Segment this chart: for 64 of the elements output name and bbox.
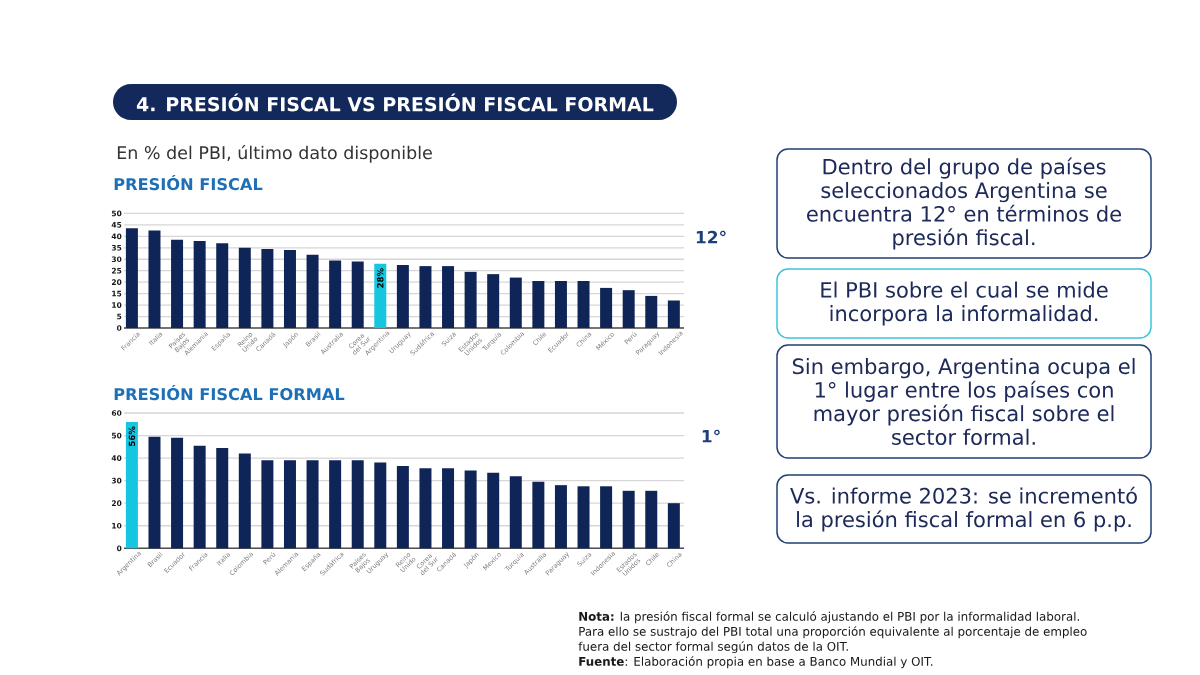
bar	[667, 503, 680, 549]
bar	[238, 247, 251, 328]
bar	[487, 472, 500, 549]
bar	[396, 465, 409, 549]
bar	[509, 476, 522, 549]
bar	[193, 445, 206, 549]
bar	[419, 468, 432, 549]
text: Fuente: Elaboración propia en base a Banco Mundial y OIT.	[579, 656, 933, 669]
bar	[464, 271, 477, 328]
bar	[554, 485, 567, 549]
bar	[442, 468, 455, 549]
bar	[622, 290, 635, 328]
bar	[261, 248, 274, 328]
text: 1°	[702, 429, 720, 443]
text: Sin embargo, Argentina ocupa el 1° lugar entre los países con mayor presión fiscal sobre el sector formal.	[792, 357, 1135, 446]
bar	[532, 481, 545, 549]
bar	[171, 239, 184, 328]
bar	[419, 266, 432, 328]
bar	[374, 462, 387, 549]
bar	[125, 228, 138, 328]
bar	[487, 274, 500, 328]
chart-title: PRESIÓN FISCAL FORMAL	[114, 384, 345, 401]
bar	[351, 460, 364, 549]
bar	[329, 460, 342, 549]
bar	[216, 447, 229, 549]
bar	[577, 486, 590, 549]
bar	[148, 230, 161, 328]
text: 4. PRESIÓN FISCAL VS PRESIÓN FISCAL FORMAL	[136, 93, 654, 112]
bar	[645, 295, 658, 328]
bar	[396, 264, 409, 328]
bar	[577, 281, 590, 328]
text: En % del PBI, último dato disponible	[117, 144, 432, 163]
text: Nota: la presión fiscal formal se calculó ajustando el PBI por la informalidad laboral. Para ello se sustrajo del PBI total una proporción equivalente al porcentaje de empleo fuera del sector formal según datos de la OIT.	[578, 611, 1087, 654]
bar	[306, 254, 319, 328]
bar	[125, 422, 138, 549]
bar	[283, 250, 296, 328]
bar	[329, 260, 342, 328]
bar	[238, 453, 251, 549]
bar	[148, 436, 161, 549]
text: El PBI sobre el cual se mide incorpora la informalidad.	[821, 281, 1108, 326]
bar	[193, 240, 206, 328]
bar	[442, 266, 455, 328]
bar	[600, 486, 613, 549]
bar	[351, 261, 364, 328]
bar	[532, 281, 545, 328]
bar	[667, 300, 680, 328]
text: 12°	[696, 230, 726, 244]
text: Vs. informe 2023: se incrementó la presión fiscal formal en 6 p.p.	[790, 486, 1137, 532]
chart-title: PRESIÓN FISCAL	[114, 174, 263, 191]
bar	[464, 470, 477, 549]
bar	[216, 243, 229, 328]
bar	[261, 460, 274, 549]
bar	[306, 460, 319, 549]
bar	[374, 263, 387, 328]
bar	[171, 437, 184, 549]
text: Dentro del grupo de países seleccionados Argentina se encuentra 12° en términos de presión fiscal.	[807, 157, 1122, 250]
bar	[622, 490, 635, 549]
bar	[600, 287, 613, 328]
bar	[283, 460, 296, 549]
bar	[645, 490, 658, 549]
data-label: 28%	[377, 268, 384, 288]
bar	[509, 277, 522, 328]
data-label: 56%	[128, 426, 136, 446]
bar	[554, 281, 567, 328]
